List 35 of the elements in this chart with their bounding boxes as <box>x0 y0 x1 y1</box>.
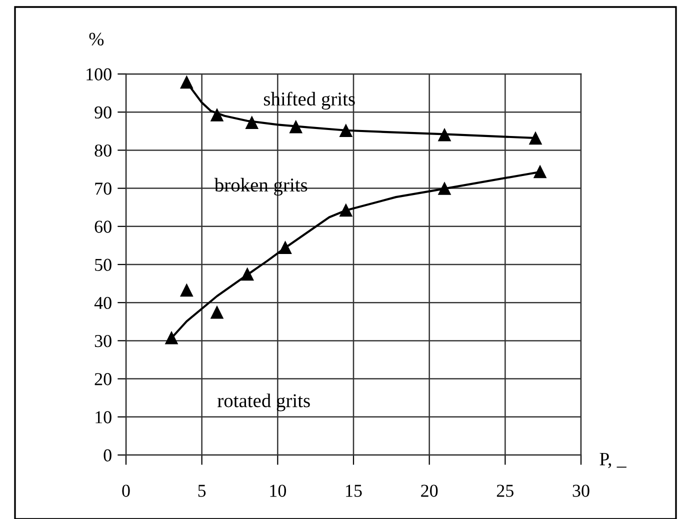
x-tick-label: 25 <box>496 484 514 497</box>
y-tick-label: 60 <box>94 220 112 233</box>
x-tick-label: 0 <box>122 484 130 497</box>
point <box>340 204 352 217</box>
x-tick-label: 10 <box>270 484 286 497</box>
y-tick-label: 100 <box>86 68 112 80</box>
point <box>241 268 254 281</box>
x-tick-label: 15 <box>346 484 362 497</box>
x-tick-label: 20 <box>421 484 438 497</box>
point <box>246 116 258 130</box>
y-tick-label: 70 <box>95 182 112 195</box>
point <box>210 108 224 122</box>
y-tick-label: 40 <box>94 296 112 310</box>
point <box>279 241 292 254</box>
point <box>529 132 542 145</box>
y-tick-label: 90 <box>94 106 112 119</box>
y-tick-label: 20 <box>94 373 112 386</box>
point <box>438 182 451 195</box>
point <box>180 284 193 297</box>
y-axis-title: % <box>89 32 104 46</box>
y-tick-label: 10 <box>96 411 112 424</box>
x-axis-title: P, _ <box>600 452 626 468</box>
point <box>180 76 193 89</box>
point <box>165 332 178 344</box>
point <box>210 306 224 319</box>
y-tick-label: 30 <box>94 334 112 348</box>
point <box>290 120 302 134</box>
y-tick-label: 50 <box>95 258 112 271</box>
y-tick-label: 0 <box>104 449 112 462</box>
y-tick-label: 80 <box>94 144 112 157</box>
x-tick-label: 5 <box>198 484 206 497</box>
point <box>438 128 451 142</box>
x-tick-label: 30 <box>572 484 590 497</box>
point <box>534 166 546 178</box>
point <box>340 124 352 138</box>
